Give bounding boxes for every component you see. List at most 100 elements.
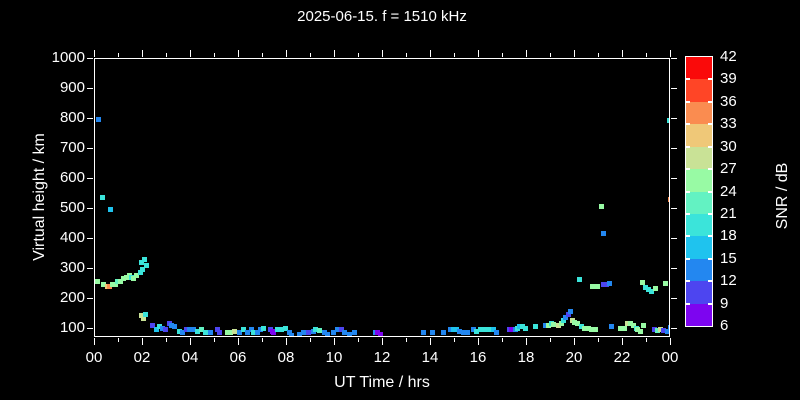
data-point <box>316 328 322 333</box>
x-tick <box>550 338 551 342</box>
colorbar-notch <box>686 78 690 81</box>
colorbar-tick-label: 6 <box>720 317 729 334</box>
y-tick <box>87 208 93 209</box>
data-point <box>217 329 223 335</box>
data-point <box>608 323 614 329</box>
data-point <box>342 330 348 336</box>
data-point <box>548 320 554 326</box>
y-tick-label: 500 <box>59 199 85 216</box>
data-point <box>163 327 169 333</box>
data-point <box>224 329 230 335</box>
colorbar-notch <box>708 190 712 193</box>
x-tick <box>430 50 431 57</box>
data-point <box>117 278 123 284</box>
colorbar-tick-label: 27 <box>720 160 737 178</box>
data-point <box>649 289 655 295</box>
y-tick <box>671 208 677 209</box>
colorbar-segment <box>686 79 712 103</box>
y-axis-label: Virtual height / km <box>31 133 48 261</box>
x-tick <box>166 338 167 342</box>
x-tick-label: 00 <box>85 349 103 366</box>
colorbar-notch <box>686 235 690 238</box>
y-tick <box>671 118 677 119</box>
y-tick <box>87 148 93 149</box>
x-tick <box>622 338 623 345</box>
x-tick <box>214 338 215 342</box>
data-point <box>176 328 182 334</box>
data-point <box>306 329 312 335</box>
x-tick <box>118 338 119 342</box>
data-point <box>464 330 470 336</box>
data-point <box>346 331 352 336</box>
x-tick <box>334 338 335 345</box>
colorbar-notch <box>686 168 690 171</box>
data-point <box>99 194 105 200</box>
x-tick <box>190 50 191 57</box>
x-tick <box>310 53 311 57</box>
x-tick-label: 18 <box>517 349 535 366</box>
data-point <box>493 329 499 335</box>
data-point <box>640 322 646 328</box>
x-tick <box>526 50 527 57</box>
x-tick <box>598 338 599 342</box>
colorbar-segment <box>686 258 712 282</box>
data-point <box>130 275 136 281</box>
data-point <box>150 322 156 328</box>
y-tick <box>87 298 93 299</box>
data-point <box>601 230 607 236</box>
data-point <box>255 330 261 336</box>
data-point <box>589 326 595 332</box>
data-point <box>639 280 645 286</box>
colorbar-segment <box>686 281 712 305</box>
colorbar-notch <box>686 100 690 103</box>
data-point <box>522 325 528 331</box>
data-point <box>278 327 284 333</box>
colorbar-notch <box>686 257 690 260</box>
data-point <box>663 281 669 287</box>
data-point <box>643 284 649 290</box>
data-point <box>470 327 476 333</box>
data-point <box>228 329 234 335</box>
data-point <box>153 326 159 332</box>
y-tick-label: 100 <box>59 319 85 336</box>
data-point <box>652 286 658 292</box>
x-tick <box>430 338 431 345</box>
x-tick-label: 20 <box>565 349 583 366</box>
data-point <box>236 330 242 336</box>
data-point <box>301 330 307 336</box>
y-tick <box>671 268 677 269</box>
data-point <box>577 277 583 283</box>
data-point <box>141 256 147 262</box>
data-point <box>481 327 487 333</box>
x-tick <box>670 338 671 345</box>
data-point <box>621 325 627 331</box>
x-tick <box>358 338 359 342</box>
y-tick-label: 400 <box>59 229 85 246</box>
data-point <box>283 325 289 331</box>
data-point <box>138 313 144 318</box>
data-point <box>508 326 514 332</box>
data-point <box>296 331 302 336</box>
x-tick <box>406 53 407 57</box>
data-point <box>421 330 427 336</box>
y-tick <box>87 328 93 329</box>
y-tick <box>87 178 93 179</box>
x-tick <box>142 50 143 57</box>
colorbar-notch <box>708 168 712 171</box>
colorbar-notch <box>708 100 712 103</box>
colorbar-segment <box>686 124 712 148</box>
y-tick-label: 1000 <box>51 49 85 66</box>
y-tick <box>671 58 677 59</box>
data-point <box>563 315 569 321</box>
colorbar-segment <box>686 169 712 192</box>
data-point <box>338 326 344 332</box>
x-tick <box>646 338 647 342</box>
x-tick-label: 00 <box>661 349 679 366</box>
data-point <box>274 326 280 332</box>
colorbar-notch <box>708 145 712 148</box>
colorbar-tick-label: 30 <box>720 137 737 155</box>
colorbar-segment <box>686 146 712 170</box>
data-point <box>351 330 357 336</box>
data-point <box>144 262 150 268</box>
